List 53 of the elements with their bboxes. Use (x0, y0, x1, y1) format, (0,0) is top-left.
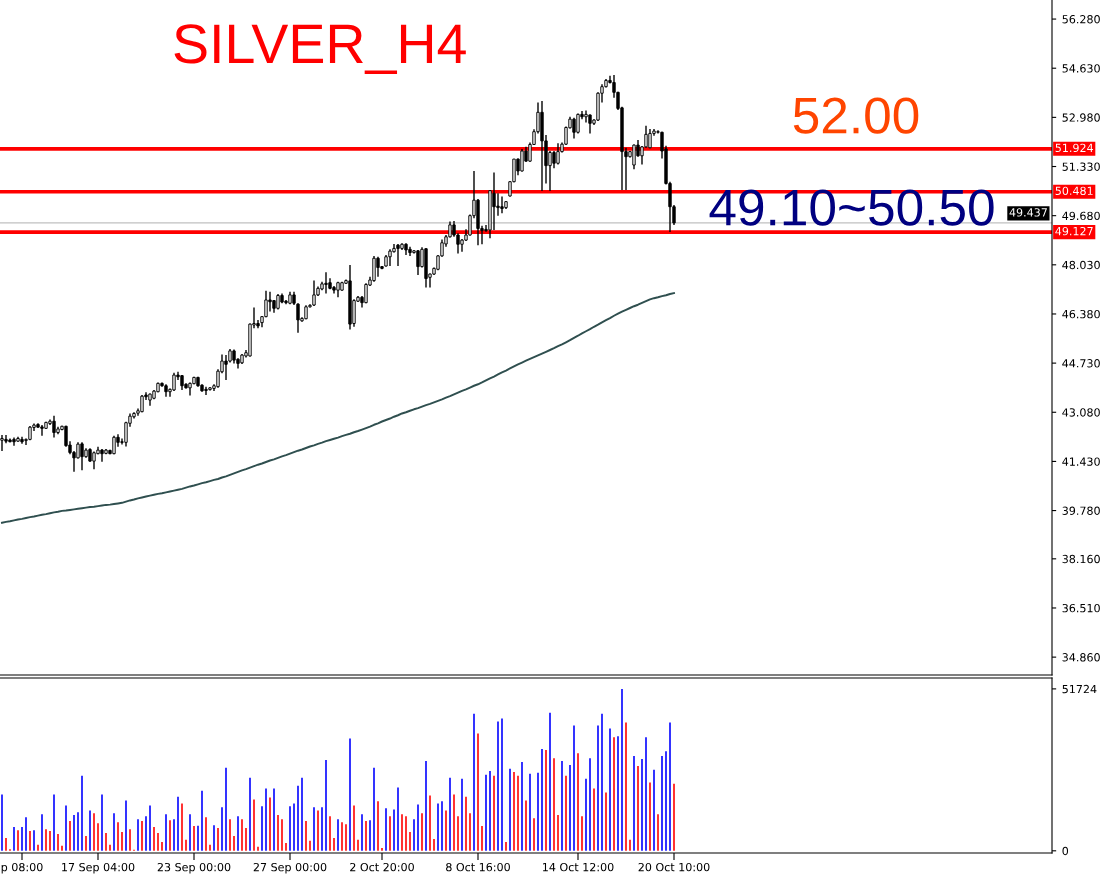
x-tick-label: 23 Sep 00:00 (157, 862, 231, 874)
y-tick-label: 49.680 (1062, 211, 1100, 221)
y-tick-label: 48.030 (1062, 260, 1100, 270)
y-tick-label: 44.730 (1062, 359, 1100, 368)
x-tick-label: 14 Oct 12:00 (543, 862, 614, 872)
candlestick (372, 255, 376, 283)
candlestick (40, 424, 44, 437)
candlestick (0, 434, 4, 452)
candlestick (632, 143, 636, 170)
y-tick-label: 41.430 (1062, 457, 1100, 466)
candlestick (268, 290, 272, 313)
y-tick-label: 43.080 (1062, 408, 1100, 417)
chart-title: SILVER_H4 (174, 24, 466, 75)
x-tick-label: 20 Oct 10:00 (638, 862, 710, 872)
annotation: 52.00 (793, 97, 919, 134)
y-tick-label: 39.780 (1062, 506, 1100, 515)
y-tick-label: 51724 (1062, 684, 1097, 694)
ref-line-label: 50.481 (1055, 186, 1093, 196)
candlestick (52, 415, 56, 439)
annotation: 49.10~50.50 (709, 189, 994, 226)
y-tick-label: 56.280 (1062, 15, 1100, 24)
candlestick (376, 256, 380, 278)
y-tick-label: 38.160 (1062, 554, 1100, 564)
x-tick-label: p 08:00 (1, 862, 43, 874)
candlestick (204, 385, 208, 396)
candlestick (584, 109, 588, 124)
x-tick-label: 8 Oct 16:00 (446, 862, 510, 872)
ref-line-label: 51.924 (1055, 143, 1094, 153)
y-tick-label: 54.630 (1062, 64, 1100, 73)
candlestick (324, 271, 328, 295)
candlestick (80, 441, 84, 472)
x-tick-label: 17 Sep 04:00 (62, 862, 135, 874)
candlestick (500, 195, 504, 214)
line-series (1, 292, 675, 524)
x-tick-label: 27 Sep 00:00 (253, 862, 327, 874)
ref-line-label: 49.127 (1055, 226, 1093, 236)
y-tick-label: 36.510 (1062, 603, 1100, 613)
candlestick (588, 113, 592, 135)
y-tick-label: 46.380 (1062, 309, 1100, 319)
candlestick (520, 148, 524, 173)
candlestick (188, 381, 192, 397)
y-tick-label: 52.980 (1062, 113, 1100, 122)
candlestick (12, 436, 16, 447)
y-tick-label: 0 (1062, 846, 1069, 856)
x-tick-label: 2 Oct 20:00 (350, 862, 414, 872)
candlestick (492, 171, 496, 231)
ref-line-label: 49.437 (1009, 208, 1047, 217)
candlestick (416, 249, 420, 276)
candlestick (572, 116, 576, 140)
y-tick-label: 34.860 (1062, 653, 1100, 662)
y-tick-label: 51.330 (1062, 162, 1100, 171)
candlestick (312, 279, 316, 307)
candlestick (396, 243, 400, 267)
